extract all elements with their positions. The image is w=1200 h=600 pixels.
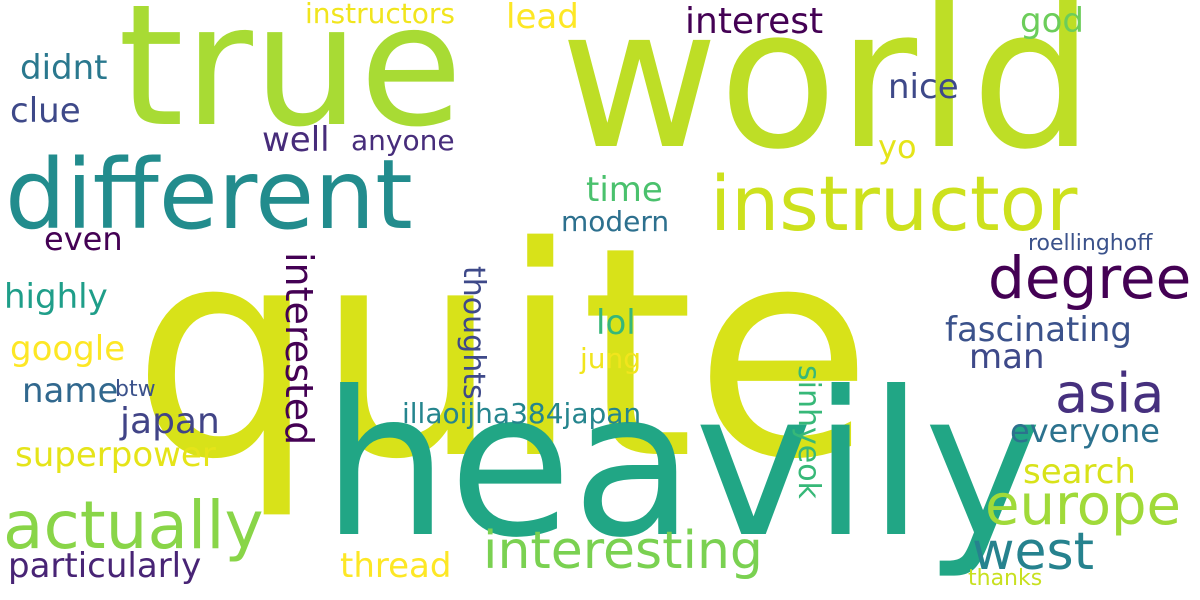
- word: thoughts: [456, 266, 491, 400]
- word: superpower: [15, 435, 216, 475]
- word: particularly: [8, 546, 202, 586]
- word: nice: [888, 67, 959, 107]
- word: god: [1020, 1, 1084, 41]
- word: heavily: [322, 349, 1043, 582]
- word: lead: [506, 0, 579, 37]
- word: even: [44, 220, 123, 258]
- word: everyone: [1010, 412, 1160, 450]
- word: btw: [115, 377, 156, 402]
- word: roellinghoff: [1028, 231, 1153, 256]
- word: well: [262, 120, 330, 160]
- word: jung: [580, 342, 642, 375]
- word: quite: [132, 186, 873, 523]
- word: asia: [1055, 362, 1165, 425]
- word: name: [22, 371, 119, 411]
- word: search: [1023, 452, 1136, 492]
- word: didnt: [20, 48, 108, 88]
- word: thread: [340, 546, 452, 586]
- word: instructors: [305, 0, 455, 30]
- word: world: [560, 0, 1095, 192]
- word: west: [972, 522, 1095, 582]
- word: yo: [878, 128, 917, 166]
- word: thanks: [968, 566, 1043, 591]
- word: time: [586, 170, 663, 210]
- word: true: [118, 0, 463, 164]
- word: actually: [3, 487, 264, 564]
- word: fascinating: [945, 310, 1132, 350]
- word: japan: [120, 401, 220, 442]
- word: europe: [985, 473, 1181, 538]
- word: man: [969, 337, 1045, 377]
- word: interesting: [483, 521, 763, 581]
- word: interest: [685, 1, 824, 42]
- word: interested: [277, 252, 321, 446]
- word: instructor: [710, 159, 1078, 248]
- word: degree: [988, 244, 1192, 312]
- word: anyone: [351, 124, 455, 157]
- word: lol: [596, 303, 636, 343]
- word: highly: [4, 277, 108, 317]
- word: modern: [561, 205, 670, 238]
- word: clue: [10, 91, 81, 131]
- word: illaoijha384japan: [402, 397, 642, 430]
- word: sinhyeok: [791, 365, 826, 499]
- word: google: [10, 329, 126, 369]
- word: different: [5, 139, 413, 251]
